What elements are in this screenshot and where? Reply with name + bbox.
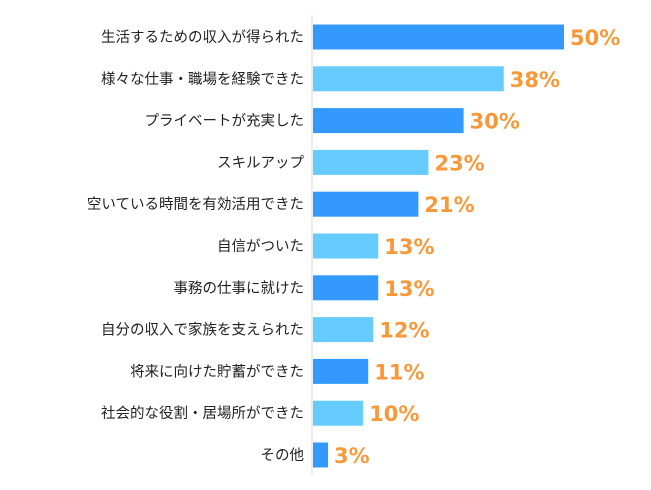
category-label: スキルアップ bbox=[217, 154, 304, 171]
value-label: 50% bbox=[570, 26, 620, 50]
value-label: 13% bbox=[384, 235, 434, 259]
value-label: 10% bbox=[369, 402, 419, 426]
value-label: 12% bbox=[379, 319, 429, 343]
category-label: 自分の収入で家族を支えられた bbox=[101, 322, 304, 339]
bar bbox=[313, 108, 464, 134]
bar bbox=[313, 233, 379, 259]
bar bbox=[313, 442, 329, 468]
category-label: 生活するための収入が得られた bbox=[101, 29, 304, 46]
bar bbox=[313, 191, 419, 217]
bar bbox=[313, 24, 564, 50]
value-label: 38% bbox=[510, 68, 560, 92]
category-label: 社会的な役割・居場所ができた bbox=[101, 405, 304, 422]
value-label: 23% bbox=[434, 151, 484, 175]
category-label: 事務の仕事に就けた bbox=[174, 280, 305, 297]
bar bbox=[313, 400, 364, 426]
bar bbox=[313, 275, 379, 301]
bar bbox=[313, 66, 504, 92]
category-label: その他 bbox=[261, 447, 305, 464]
category-label: プライベートが充実した bbox=[145, 113, 305, 130]
value-label: 11% bbox=[374, 360, 424, 384]
value-label: 21% bbox=[424, 193, 474, 217]
value-label: 3% bbox=[334, 444, 370, 468]
bar bbox=[313, 317, 374, 343]
bar bbox=[313, 358, 369, 384]
category-label: 様々な仕事・職場を経験できた bbox=[101, 71, 304, 88]
category-label: 自信がついた bbox=[217, 238, 304, 255]
category-label: 将来に向けた貯蓄ができた bbox=[130, 363, 304, 380]
category-label: 空いている時間を有効活用できた bbox=[87, 196, 304, 213]
value-label: 13% bbox=[384, 277, 434, 301]
bar bbox=[313, 149, 429, 175]
value-label: 30% bbox=[470, 110, 520, 134]
